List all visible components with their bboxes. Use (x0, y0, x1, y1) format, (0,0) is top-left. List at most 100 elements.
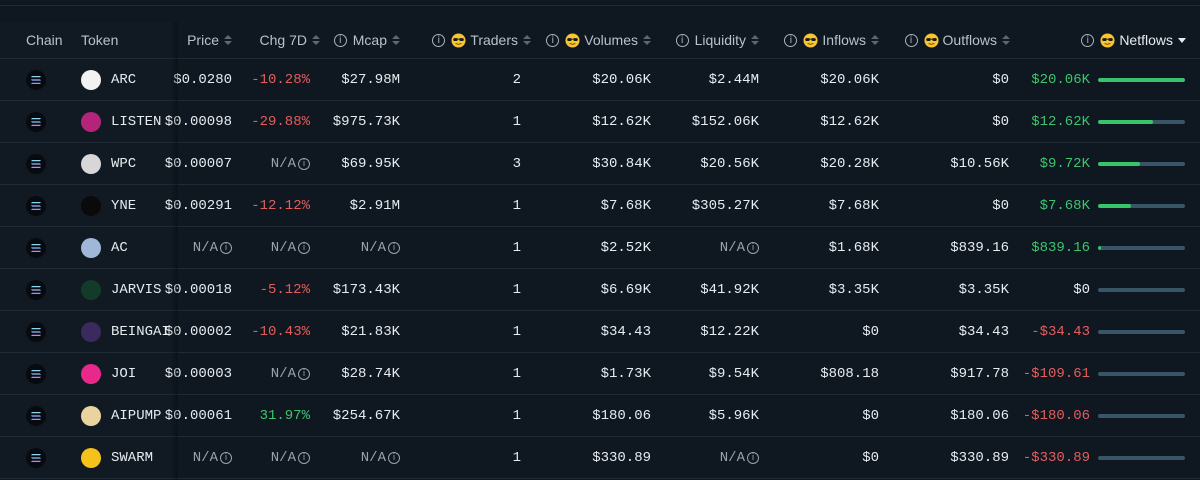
column-header-chg7d[interactable]: Chg 7D (240, 22, 320, 58)
column-header-traders-label: Traders (470, 32, 518, 48)
outflows-cell: $0 (890, 59, 1009, 100)
mcap-cell: $975.73K (300, 101, 400, 142)
table-row[interactable]: JOI $0.00003 N/A i $28.74K 1 $1.73K $9.54K $808.… (0, 353, 1200, 395)
price-cell: $0.00003 (150, 353, 232, 394)
header-divider (0, 58, 1200, 59)
inflows-cell-value: $808.18 (820, 365, 879, 382)
token-symbol: SWARM (111, 437, 153, 478)
netflows-cell: $9.72K (1010, 143, 1090, 184)
info-icon[interactable]: i (220, 241, 232, 254)
column-header-mcap[interactable]: i Mcap (320, 22, 400, 58)
token-logo-icon (81, 195, 101, 216)
netflows-cell-value: $0 (1073, 281, 1090, 298)
solana-icon (26, 237, 46, 258)
info-icon[interactable]: i (388, 451, 400, 464)
chg7d-cell: N/A i (240, 227, 310, 268)
sort-icon[interactable] (224, 35, 232, 45)
sort-icon[interactable] (643, 35, 651, 45)
chg7d-cell-value: N/A (270, 239, 296, 256)
sort-icon[interactable] (1002, 35, 1010, 45)
table-row[interactable]: LISTEN $0.00098 -29.88% $975.73K 1 $12.62K $15… (0, 101, 1200, 143)
mcap-cell-value: $28.74K (341, 365, 400, 382)
netflows-cell-value: $20.06K (1031, 71, 1090, 88)
liquidity-cell-value: N/A (719, 449, 745, 466)
chain-cell (26, 185, 46, 226)
token-symbol: ARC (111, 59, 136, 100)
info-icon[interactable]: i (220, 451, 232, 464)
info-icon[interactable]: i (904, 33, 918, 47)
table-row[interactable]: WPC $0.00007 N/A i $69.95K 3 $30.84K $20.56K $20… (0, 143, 1200, 185)
outflows-cell: $839.16 (890, 227, 1009, 268)
outflows-cell: $917.78 (890, 353, 1009, 394)
info-icon[interactable]: i (333, 33, 347, 47)
sort-icon[interactable] (871, 35, 879, 45)
token-symbol: WPC (111, 143, 136, 184)
table-row[interactable]: AIPUMP $0.00061 31.97% $254.67K 1 $180.06 $5.9… (0, 395, 1200, 437)
sort-icon[interactable] (523, 35, 531, 45)
top-border (0, 0, 1200, 6)
column-header-outflows-label: Outflows (942, 32, 997, 48)
info-icon[interactable]: i (298, 451, 310, 464)
netflows-cell: $7.68K (1010, 185, 1090, 226)
column-header-volumes[interactable]: i Volumes (540, 22, 651, 58)
column-header-price[interactable]: Price (150, 22, 232, 58)
info-icon[interactable]: i (388, 241, 400, 254)
liquidity-cell-value: $41.92K (700, 281, 759, 298)
mcap-cell-value: $27.98M (341, 71, 400, 88)
info-icon[interactable]: i (432, 33, 446, 47)
outflows-cell-value: $330.89 (950, 449, 1009, 466)
traders-cell-value: 1 (512, 449, 521, 466)
chain-cell (26, 227, 46, 268)
info-icon[interactable]: i (298, 367, 310, 380)
token-symbol-value: YNE (111, 197, 137, 214)
info-icon[interactable]: i (546, 33, 560, 47)
solana-icon (26, 111, 46, 132)
info-icon[interactable]: i (1081, 33, 1095, 47)
mcap-cell-value: $21.83K (341, 323, 400, 340)
table-row[interactable]: JARVIS $0.00018 -5.12% $173.43K 1 $6.69K $41.9… (0, 269, 1200, 311)
table-row[interactable]: BEINGAI $0.00002 -10.43% $21.83K 1 $34.43 $12.… (0, 311, 1200, 353)
volumes-cell: $330.89 (540, 437, 651, 478)
sort-icon[interactable] (392, 35, 400, 45)
volumes-cell-value: $7.68K (600, 197, 651, 214)
mcap-cell-value: $69.95K (341, 155, 400, 172)
outflows-cell-value: $839.16 (950, 239, 1009, 256)
column-header-inflows[interactable]: i Inflows (770, 22, 879, 58)
sort-desc-icon[interactable] (1178, 37, 1186, 43)
table-row[interactable]: AC N/A i N/A i N/A i 1 $2.52K N/A i $1.68K $839.16 $8… (0, 227, 1200, 269)
info-icon[interactable]: i (747, 451, 759, 464)
table-row[interactable]: SWARM N/A i N/A i N/A i 1 $330.89 N/A i $0 $330.89 -$… (0, 437, 1200, 479)
token-symbol: BEINGAI (111, 311, 170, 352)
column-header-liquidity[interactable]: i Liquidity (660, 22, 759, 58)
table-row[interactable]: ARC $0.0280 -10.28% $27.98M 2 $20.06K $2.44M $2… (0, 59, 1200, 101)
sort-icon[interactable] (312, 35, 320, 45)
netflow-bar (1098, 204, 1185, 208)
column-header-traders[interactable]: i Traders (410, 22, 531, 58)
column-header-liquidity-label: Liquidity (694, 32, 746, 48)
liquidity-cell: $41.92K (660, 269, 759, 310)
token-symbol-value: JARVIS (111, 281, 162, 298)
info-icon[interactable]: i (298, 157, 310, 170)
info-icon[interactable]: i (784, 33, 798, 47)
column-header-outflows[interactable]: i Outflows (890, 22, 1010, 58)
table-row[interactable]: YNE $0.00291 -12.12% $2.91M 1 $7.68K $305.27K $… (0, 185, 1200, 227)
info-icon[interactable]: i (747, 241, 759, 254)
netflows-cell: $20.06K (1010, 59, 1090, 100)
info-icon[interactable]: i (298, 241, 310, 254)
price-cell-value: $0.00002 (164, 323, 232, 340)
liquidity-cell: $152.06K (660, 101, 759, 142)
netflow-bar-fill (1098, 78, 1185, 82)
inflows-cell-value: $7.68K (828, 197, 879, 214)
price-cell: N/A i (150, 437, 232, 478)
price-cell-value: $0.00061 (164, 407, 232, 424)
info-icon[interactable]: i (675, 33, 689, 47)
netflow-bar (1098, 456, 1185, 460)
outflows-cell-value: $180.06 (950, 407, 1009, 424)
volumes-cell-value: $180.06 (592, 407, 651, 424)
chg7d-cell: 31.97% (240, 395, 310, 436)
column-header-netflows[interactable]: i Netflows (1060, 22, 1186, 58)
volumes-cell: $2.52K (540, 227, 651, 268)
sort-icon[interactable] (751, 35, 759, 45)
chain-cell (26, 269, 46, 310)
chg7d-cell-value: -5.12% (259, 281, 310, 298)
